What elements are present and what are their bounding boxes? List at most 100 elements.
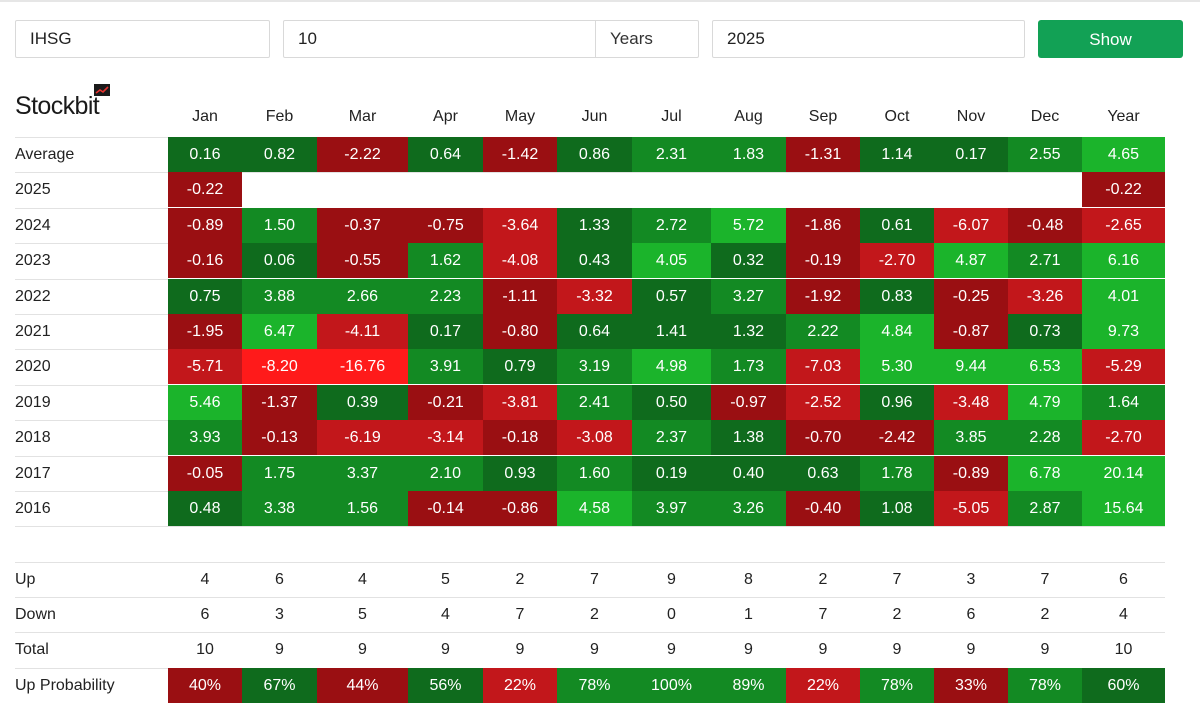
- count-cell: 3: [966, 571, 976, 588]
- return-cell: 9.44: [934, 349, 1008, 385]
- return-cell: -0.16: [168, 243, 242, 279]
- table-divider: [15, 526, 1165, 528]
- return-cell: -0.80: [483, 314, 557, 349]
- count-cell: 9: [441, 641, 450, 659]
- return-cell: 2.72: [632, 207, 711, 243]
- return-cell: 2.87: [1008, 491, 1082, 526]
- return-cell: -2.65: [1082, 207, 1165, 243]
- return-cell: 0.83: [860, 278, 934, 314]
- years-input[interactable]: 10 Years: [283, 20, 699, 58]
- return-cell: 1.73: [711, 349, 786, 385]
- return-cell: -0.05: [168, 455, 242, 491]
- return-cell: 2.10: [408, 455, 483, 491]
- return-cell: 0.39: [317, 384, 408, 420]
- column-header-mar: Mar: [348, 108, 377, 125]
- return-cell: 20.14: [1082, 455, 1165, 491]
- count-cell: 7: [892, 571, 902, 588]
- return-cell: -0.86: [483, 491, 557, 526]
- column-header-aug: Aug: [734, 108, 763, 125]
- count-cell: 4: [441, 606, 450, 624]
- return-cell: 9.73: [1082, 314, 1165, 349]
- count-cell: 9: [818, 641, 828, 659]
- column-header-apr: Apr: [433, 108, 458, 125]
- return-cell: 4.84: [860, 314, 934, 349]
- count-cell: 9: [515, 641, 525, 659]
- return-cell: -0.18: [483, 420, 557, 456]
- return-cell: 15.64: [1082, 491, 1165, 526]
- return-cell: -0.13: [242, 420, 317, 456]
- probability-cell: 22%: [786, 667, 860, 703]
- return-cell: -0.55: [317, 243, 408, 279]
- count-cell: 6: [200, 606, 210, 624]
- return-cell: 2.23: [408, 278, 483, 314]
- return-cell: 3.97: [632, 491, 711, 526]
- return-cell: 1.38: [711, 420, 786, 456]
- table-divider: [15, 172, 1165, 174]
- show-button[interactable]: Show: [1038, 20, 1183, 58]
- return-cell: 1.60: [557, 455, 632, 491]
- column-header-jul: Jul: [661, 108, 682, 125]
- row-label: 2021: [15, 323, 51, 340]
- probability-cell: 60%: [1082, 667, 1165, 703]
- probability-cell: 78%: [860, 667, 934, 703]
- return-cell: 0.93: [483, 455, 557, 491]
- return-cell: 0.61: [860, 207, 934, 243]
- return-cell: 1.78: [860, 455, 934, 491]
- probability-cell: 44%: [317, 667, 408, 703]
- return-cell: -0.70: [786, 420, 860, 456]
- count-cell: 6: [275, 571, 284, 588]
- probability-cell: 67%: [242, 667, 317, 703]
- return-cell: -3.48: [934, 384, 1008, 420]
- return-cell: 0.57: [632, 278, 711, 314]
- return-cell: -0.87: [934, 314, 1008, 349]
- count-cell: 8: [744, 571, 753, 588]
- return-cell: -3.26: [1008, 278, 1082, 314]
- count-cell: 7: [1040, 571, 1050, 588]
- return-cell: 0.86: [557, 137, 632, 172]
- return-cell: 3.19: [557, 349, 632, 385]
- return-cell: 2.22: [786, 314, 860, 349]
- probability-cell: 56%: [408, 667, 483, 703]
- row-label: 2024: [15, 216, 51, 234]
- return-cell: -0.37: [317, 207, 408, 243]
- return-cell: 6.53: [1008, 349, 1082, 385]
- count-cell: 5: [358, 606, 367, 624]
- return-cell: -2.52: [786, 384, 860, 420]
- count-cell: 9: [966, 641, 976, 659]
- count-cell: 6: [966, 606, 976, 624]
- year-input[interactable]: 2025: [712, 20, 1025, 58]
- return-cell: -1.42: [483, 137, 557, 172]
- return-cell: 3.27: [711, 278, 786, 314]
- return-cell: 0.63: [786, 455, 860, 491]
- return-cell: -3.14: [408, 420, 483, 456]
- return-cell: -0.48: [1008, 207, 1082, 243]
- count-cell: 2: [1040, 606, 1050, 624]
- column-header-nov: Nov: [956, 108, 986, 125]
- return-cell: 4.87: [934, 243, 1008, 279]
- symbol-input[interactable]: IHSG: [15, 20, 270, 58]
- return-cell: -0.22: [168, 172, 242, 208]
- return-cell: -2.70: [860, 243, 934, 279]
- count-cell: 4: [200, 571, 210, 588]
- probability-cell: 40%: [168, 667, 242, 703]
- return-cell: -4.11: [317, 314, 408, 349]
- probability-cell: 78%: [557, 667, 632, 703]
- column-header-dec: Dec: [1030, 108, 1060, 125]
- return-cell: -1.95: [168, 314, 242, 349]
- count-cell: 3: [275, 606, 284, 624]
- return-cell: 1.62: [408, 243, 483, 279]
- return-cell: 4.05: [632, 243, 711, 279]
- column-header-jan: Jan: [192, 108, 218, 125]
- return-cell: -0.19: [786, 243, 860, 279]
- count-cell: 10: [196, 641, 214, 659]
- return-cell: -1.86: [786, 207, 860, 243]
- return-cell: 2.71: [1008, 243, 1082, 279]
- years-value[interactable]: 10: [298, 29, 317, 48]
- return-cell: 2.37: [632, 420, 711, 456]
- count-cell: 7: [590, 571, 599, 588]
- return-cell: 3.91: [408, 349, 483, 385]
- return-cell: -5.71: [168, 349, 242, 385]
- count-cell: 9: [358, 641, 367, 659]
- return-cell: -2.22: [317, 137, 408, 172]
- column-header-sep: Sep: [808, 108, 838, 125]
